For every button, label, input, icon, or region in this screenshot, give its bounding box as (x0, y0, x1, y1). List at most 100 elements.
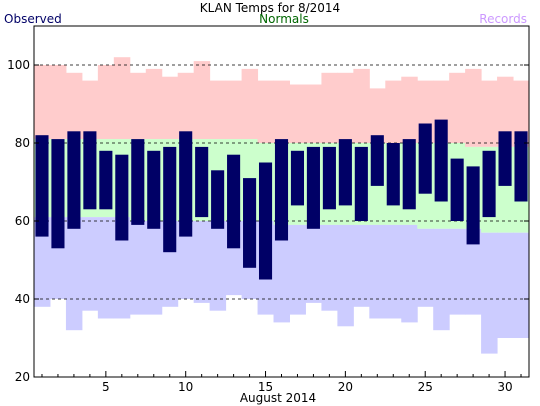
record-high-band-day-9 (161, 76, 179, 140)
record-low-band-day-11 (193, 221, 211, 303)
x-tick-label-20: 20 (338, 380, 353, 394)
record-high-band-day-2 (49, 65, 67, 140)
record-high-band-day-28 (465, 68, 482, 147)
record-high-band-day-4 (81, 80, 99, 140)
observed-bar-day-20 (338, 139, 352, 206)
record-high-band-day-20 (337, 72, 354, 143)
x-axis-label: August 2014 (240, 391, 316, 405)
record-high-band-day-12 (209, 80, 227, 140)
record-low-band-day-5 (97, 217, 115, 319)
y-tick-label-80: 80 (15, 136, 30, 150)
record-low-band-day-16 (273, 224, 290, 323)
record-low-band-day-6 (113, 217, 131, 319)
record-low-band-day-1 (34, 217, 51, 307)
observed-bar-day-24 (402, 139, 416, 210)
observed-bar-day-27 (450, 158, 464, 221)
observed-bar-day-15 (258, 162, 273, 280)
y-tick-label-40: 40 (15, 292, 30, 306)
record-low-band-day-18 (305, 224, 322, 303)
record-low-band-day-31 (513, 232, 530, 338)
observed-bar-day-14 (243, 178, 257, 268)
plot-area: 20 40 60 80 100 5 10 15 20 25 30 (7, 25, 530, 394)
record-low-band-day-22 (369, 224, 386, 319)
record-high-band-day-14 (241, 68, 259, 140)
observed-bar-day-16 (274, 139, 289, 241)
observed-bar-day-26 (434, 119, 448, 202)
x-tick-label-5: 5 (102, 380, 110, 394)
record-low-band-day-30 (497, 232, 514, 338)
observed-bar-day-12 (211, 170, 225, 229)
record-low-band-day-8 (145, 221, 163, 315)
record-low-band-day-3 (65, 217, 83, 331)
x-tick-label-15: 15 (258, 380, 273, 394)
record-high-band-day-18 (305, 84, 322, 143)
record-low-band-day-17 (289, 224, 306, 315)
record-low-band-day-27 (449, 228, 466, 315)
observed-bar-day-1 (35, 135, 49, 237)
observed-bar-day-18 (306, 146, 320, 229)
chart-title: KLAN Temps for 8/2014 (200, 1, 340, 15)
record-high-band-day-5 (97, 65, 115, 140)
record-high-band-day-6 (113, 57, 131, 140)
record-low-band-day-4 (81, 217, 99, 311)
observed-bar-day-13 (227, 154, 241, 249)
observed-bar-day-3 (67, 131, 81, 229)
observed-bar-day-25 (418, 123, 432, 194)
record-low-band-day-25 (417, 228, 434, 307)
record-low-band-day-7 (129, 221, 147, 315)
observed-bar-day-5 (99, 150, 113, 210)
record-high-band-day-13 (225, 80, 243, 140)
observed-bar-day-11 (195, 146, 209, 218)
record-low-band-day-24 (401, 224, 418, 323)
observed-bar-day-7 (131, 139, 145, 225)
record-low-band-day-23 (385, 224, 402, 319)
record-high-band-day-15 (257, 80, 275, 143)
record-high-band-day-17 (289, 84, 306, 143)
observed-bar-day-17 (290, 150, 305, 206)
record-low-band-day-12 (209, 221, 227, 311)
record-low-band-day-26 (433, 228, 450, 331)
record-high-band-day-3 (65, 72, 83, 140)
record-high-band-day-24 (401, 76, 418, 143)
record-low-band-day-20 (337, 224, 354, 327)
legend-observed: Observed (4, 12, 62, 26)
observed-bar-day-10 (179, 131, 193, 237)
record-high-band-day-22 (369, 88, 386, 143)
record-high-band-day-11 (193, 61, 211, 140)
y-tick-label-60: 60 (15, 214, 30, 228)
x-tick-label-30: 30 (497, 380, 512, 394)
observed-bar-day-31 (514, 131, 528, 202)
x-tick-label-10: 10 (178, 380, 193, 394)
record-low-band-day-19 (321, 224, 338, 311)
y-tick-label-100: 100 (7, 58, 30, 72)
observed-bar-day-19 (322, 146, 336, 210)
observed-bar-day-4 (83, 131, 97, 210)
observed-bar-day-30 (498, 131, 512, 186)
record-high-band-day-27 (449, 72, 466, 143)
record-high-band-day-30 (497, 76, 514, 147)
x-tick-label-25: 25 (418, 380, 433, 394)
record-high-band-day-16 (273, 80, 290, 143)
record-low-band-day-10 (177, 221, 195, 299)
observed-bar-day-8 (147, 150, 161, 229)
observed-bar-day-29 (482, 150, 496, 218)
observed-bar-day-22 (370, 135, 384, 186)
observed-bar-day-21 (354, 146, 368, 221)
record-high-band-day-29 (481, 80, 498, 147)
y-tick-label-20: 20 (15, 370, 30, 384)
observed-bar-day-28 (466, 166, 480, 245)
record-high-band-day-31 (513, 80, 530, 147)
legend-normals: Normals (259, 12, 309, 26)
record-high-band-day-8 (145, 68, 163, 140)
record-low-band-day-29 (481, 232, 498, 354)
observed-bar-day-23 (386, 143, 400, 206)
record-high-band-day-21 (353, 68, 370, 143)
record-high-band-day-7 (129, 72, 147, 140)
observed-bar-day-9 (163, 146, 177, 253)
record-high-band-day-10 (177, 72, 195, 140)
record-high-band-day-1 (34, 65, 51, 140)
legend-records: Records (479, 12, 527, 26)
observed-bar-day-2 (51, 139, 65, 249)
record-high-band-day-23 (385, 80, 402, 143)
